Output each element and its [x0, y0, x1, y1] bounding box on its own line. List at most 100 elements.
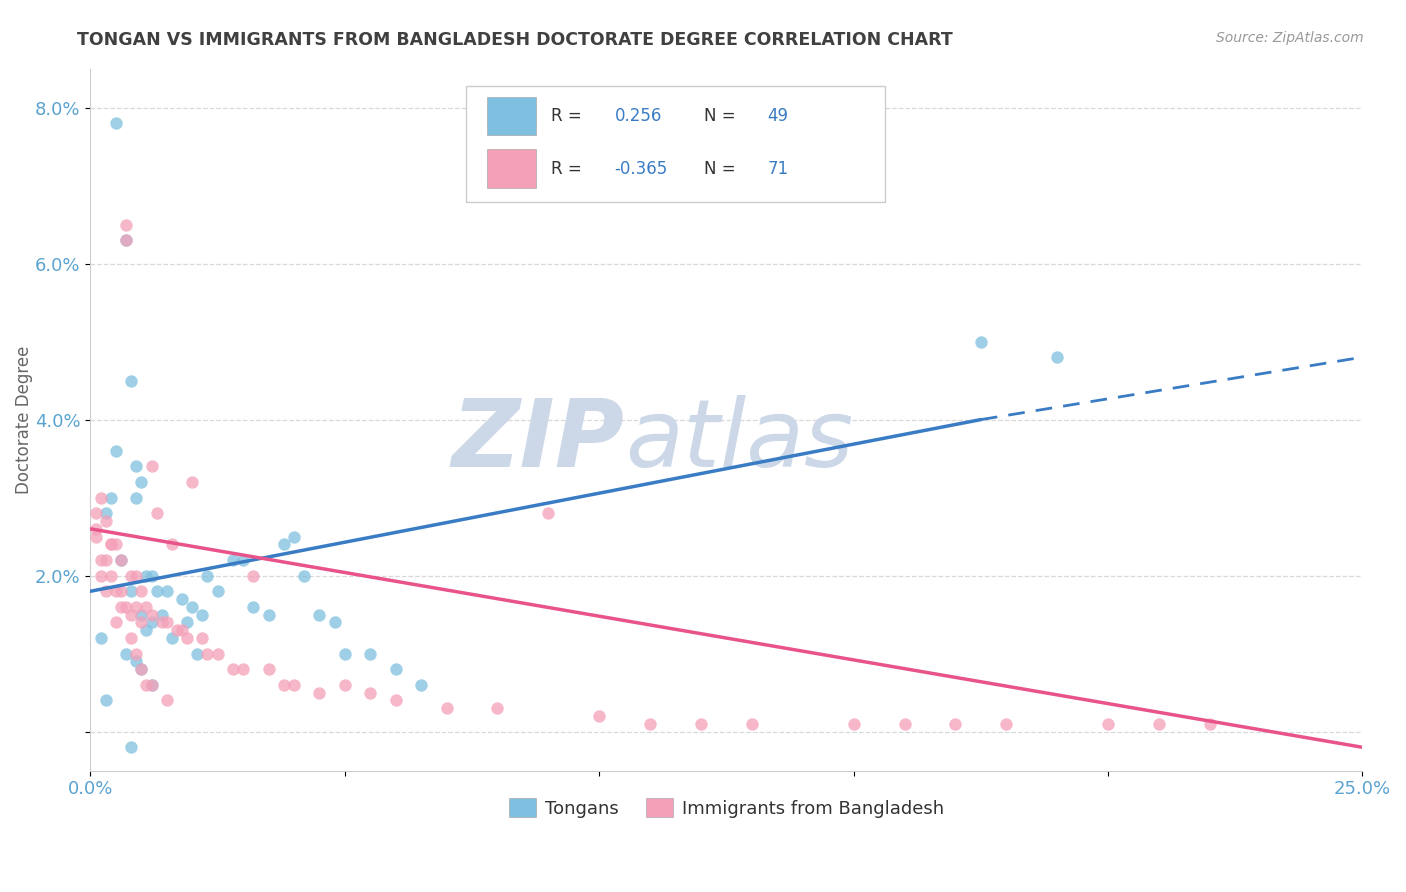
Point — [232, 662, 254, 676]
Point — [104, 615, 127, 630]
Point — [110, 584, 132, 599]
Point — [283, 530, 305, 544]
Point — [131, 475, 153, 489]
Point — [160, 631, 183, 645]
Point — [333, 647, 356, 661]
Point — [411, 678, 433, 692]
Point — [308, 607, 330, 622]
Text: R =: R = — [551, 160, 586, 178]
Point — [100, 537, 122, 551]
Text: TONGAN VS IMMIGRANTS FROM BANGLADESH DOCTORATE DEGREE CORRELATION CHART: TONGAN VS IMMIGRANTS FROM BANGLADESH DOC… — [77, 31, 953, 49]
Text: R =: R = — [551, 107, 586, 125]
Point — [150, 615, 173, 630]
Text: N =: N = — [703, 107, 741, 125]
Point — [273, 678, 295, 692]
Point — [197, 568, 219, 582]
Point — [283, 678, 305, 692]
Point — [100, 568, 122, 582]
Point — [257, 662, 280, 676]
Point — [84, 530, 107, 544]
Point — [115, 218, 138, 232]
Point — [207, 584, 229, 599]
Point — [100, 537, 122, 551]
Point — [115, 233, 138, 247]
Point — [120, 607, 142, 622]
Point — [94, 553, 117, 567]
Point — [135, 624, 157, 638]
Point — [842, 717, 865, 731]
Point — [945, 717, 967, 731]
Point — [120, 584, 142, 599]
Point — [141, 615, 163, 630]
Point — [135, 599, 157, 614]
Bar — [488, 96, 536, 136]
Point — [1097, 717, 1119, 731]
Point — [131, 584, 153, 599]
Text: ZIP: ZIP — [451, 394, 624, 487]
Point — [141, 568, 163, 582]
Point — [90, 568, 112, 582]
Point — [292, 568, 315, 582]
Point — [156, 615, 179, 630]
Legend: Tongans, Immigrants from Bangladesh: Tongans, Immigrants from Bangladesh — [502, 791, 952, 825]
Point — [125, 655, 148, 669]
Point — [197, 647, 219, 661]
Point — [384, 693, 406, 707]
Point — [125, 568, 148, 582]
Point — [135, 568, 157, 582]
Point — [110, 553, 132, 567]
Point — [1147, 717, 1170, 731]
Text: 0.256: 0.256 — [614, 107, 662, 125]
Text: atlas: atlas — [624, 395, 853, 486]
Point — [181, 599, 204, 614]
Point — [110, 599, 132, 614]
Point — [125, 599, 148, 614]
Point — [131, 615, 153, 630]
Point — [191, 607, 214, 622]
Point — [323, 615, 346, 630]
Text: Source: ZipAtlas.com: Source: ZipAtlas.com — [1216, 31, 1364, 45]
Point — [242, 568, 264, 582]
Point — [90, 631, 112, 645]
Point — [741, 717, 763, 731]
Point — [308, 686, 330, 700]
Point — [222, 662, 245, 676]
Point — [176, 615, 198, 630]
Point — [141, 459, 163, 474]
Point — [120, 631, 142, 645]
Bar — [488, 149, 536, 188]
Point — [115, 647, 138, 661]
Point — [207, 647, 229, 661]
Point — [94, 584, 117, 599]
Point — [94, 693, 117, 707]
Point — [131, 662, 153, 676]
Point — [120, 568, 142, 582]
Point — [166, 624, 188, 638]
Point — [191, 631, 214, 645]
Point — [120, 740, 142, 755]
Y-axis label: Doctorate Degree: Doctorate Degree — [15, 345, 32, 494]
Point — [436, 701, 458, 715]
Point — [84, 506, 107, 520]
Point — [232, 553, 254, 567]
Point — [181, 475, 204, 489]
Point — [141, 607, 163, 622]
Point — [125, 647, 148, 661]
Point — [125, 491, 148, 505]
Point — [222, 553, 245, 567]
Point — [94, 514, 117, 528]
Text: 71: 71 — [768, 160, 789, 178]
Point — [115, 233, 138, 247]
Point — [141, 678, 163, 692]
Point — [104, 116, 127, 130]
Point — [170, 592, 193, 607]
Point — [893, 717, 915, 731]
Point — [160, 537, 183, 551]
Point — [110, 553, 132, 567]
Point — [156, 693, 179, 707]
FancyBboxPatch shape — [465, 86, 886, 202]
Point — [135, 678, 157, 692]
Point — [141, 678, 163, 692]
Point — [170, 624, 193, 638]
Point — [156, 584, 179, 599]
